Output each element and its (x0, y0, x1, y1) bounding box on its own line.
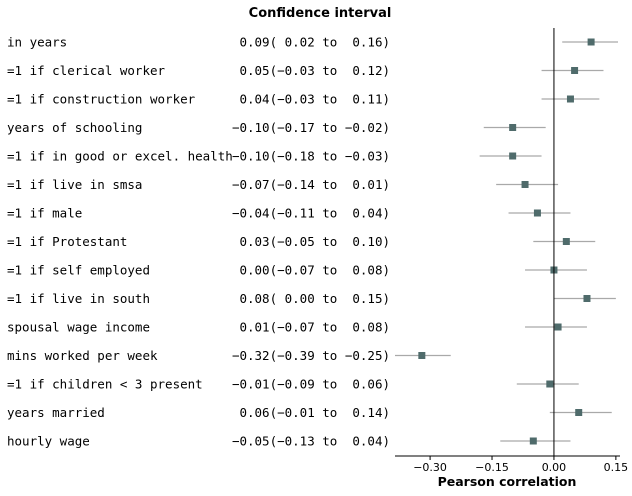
chart-title: Confidence interval (249, 6, 392, 21)
point-estimate-marker (529, 437, 537, 445)
row-label: =1 if self employed (7, 263, 150, 278)
point-estimate-marker (533, 209, 541, 217)
row-label: spousal wage income (7, 320, 150, 335)
ci-text: −0.05(−0.13 to 0.04) (232, 434, 390, 449)
row-label: years married (7, 405, 105, 420)
point-estimate-marker (509, 152, 517, 160)
point-estimate-marker (587, 38, 595, 46)
ci-text: 0.04(−0.03 to 0.11) (232, 92, 390, 107)
forest-row: hourly wage −0.05(−0.13 to 0.04) (7, 434, 571, 449)
forest-row: in years 0.09( 0.02 to 0.16) (7, 35, 618, 50)
forest-row: =1 if children < 3 present −0.01(−0.09 to… (7, 377, 579, 392)
ci-text: 0.08( 0.00 to 0.15) (232, 291, 390, 306)
x-tick-label: 0.00 (542, 461, 567, 474)
row-label: =1 if children < 3 present (7, 377, 203, 392)
ci-text: −0.07(−0.14 to 0.01) (232, 177, 390, 192)
forest-row: mins worked per week −0.32(−0.39 to −0.25… (7, 348, 451, 363)
point-estimate-marker (554, 323, 562, 331)
x-tick-label: −0.30 (413, 461, 447, 474)
row-label: =1 if male (7, 206, 82, 221)
ci-text: 0.00(−0.07 to 0.08) (232, 263, 390, 278)
row-label: =1 if clerical worker (7, 63, 166, 78)
row-label: =1 if Protestant (7, 234, 127, 249)
row-label: mins worked per week (7, 348, 158, 363)
forest-row: =1 if self employed 0.00(−0.07 to 0.08) (7, 263, 587, 278)
forest-row: years married 0.06(−0.01 to 0.14) (7, 405, 612, 420)
ci-text: −0.10(−0.17 to −0.02) (232, 120, 390, 135)
point-estimate-marker (521, 181, 529, 188)
forest-row: =1 if construction worker 0.04(−0.03 to … (7, 92, 600, 107)
row-label: =1 if live in south (7, 291, 150, 306)
ci-text: 0.09( 0.02 to 0.16) (232, 35, 390, 50)
ci-text: 0.05(−0.03 to 0.12) (232, 63, 390, 78)
point-estimate-marker (418, 352, 426, 359)
point-estimate-marker (509, 124, 517, 131)
rows-group: in years 0.09( 0.02 to 0.16) =1 if cleric… (7, 35, 618, 449)
point-estimate-marker (546, 380, 554, 388)
x-tick-label: 0.15 (604, 461, 629, 474)
x-tick-label: −0.15 (475, 461, 509, 474)
forest-row: =1 if live in smsa −0.07(−0.14 to 0.01) (7, 177, 559, 192)
x-axis-ticks: −0.30 −0.15 0.00 0.15 (413, 456, 628, 474)
forest-row: spousal wage income 0.01(−0.07 to 0.08) (7, 320, 587, 335)
forest-row: =1 if in good or excel. health −0.10(−0.1… (7, 149, 542, 164)
ci-text: 0.01(−0.07 to 0.08) (232, 320, 390, 335)
forest-row: years of schooling −0.10(−0.17 to −0.02) (7, 120, 546, 135)
ci-text: −0.01(−0.09 to 0.06) (232, 377, 390, 392)
point-estimate-marker (583, 295, 591, 302)
ci-text: 0.06(−0.01 to 0.14) (232, 405, 390, 420)
point-estimate-marker (566, 95, 574, 103)
ci-text: −0.10(−0.18 to −0.03) (232, 149, 390, 164)
forest-row: =1 if male −0.04(−0.11 to 0.04) (7, 206, 571, 221)
forest-row: =1 if clerical worker 0.05(−0.03 to 0.12… (7, 63, 604, 78)
forest-row: =1 if live in south 0.08( 0.00 to 0.15) (7, 291, 616, 306)
point-estimate-marker (562, 238, 570, 245)
ci-text: 0.03(−0.05 to 0.10) (232, 234, 390, 249)
x-axis-label: Pearson correlation (438, 474, 577, 489)
point-estimate-marker (575, 409, 583, 416)
forest-row: =1 if Protestant 0.03(−0.05 to 0.10) (7, 234, 596, 249)
ci-text: −0.04(−0.11 to 0.04) (232, 206, 390, 221)
point-estimate-marker (571, 67, 579, 74)
row-label: =1 if construction worker (7, 92, 196, 107)
row-label: hourly wage (7, 434, 90, 449)
row-label: in years (7, 35, 67, 50)
row-label: =1 if live in smsa (7, 177, 142, 192)
row-label: years of schooling (7, 120, 142, 135)
ci-text: −0.32(−0.39 to −0.25) (232, 348, 390, 363)
row-label: =1 if in good or excel. health (7, 149, 233, 164)
